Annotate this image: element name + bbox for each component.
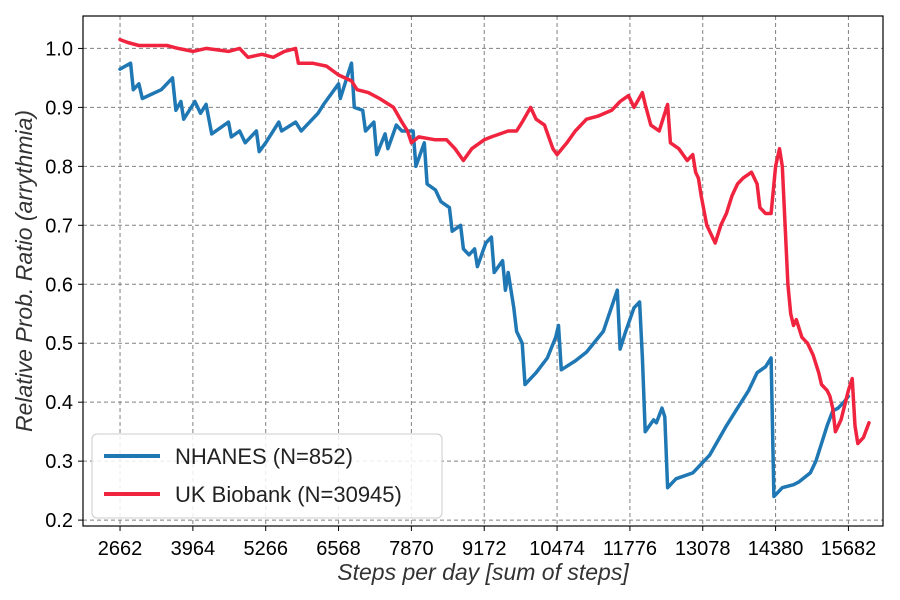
y-tick-label: 1.0 [45,38,73,60]
y-tick-label: 0.4 [45,392,73,414]
tick-labels: 2662 3964 5266 6568 7870 9172 10474 11776 13078 1… [45,38,876,560]
y-tick-label: 0.7 [45,215,73,237]
y-tick-label: 0.2 [45,510,73,532]
x-tick-label: 15682 [821,538,877,560]
x-tick-label: 3964 [171,538,216,560]
legend-label-uk-biobank: UK Biobank (N=30945) [175,482,402,507]
x-tick-label: 14380 [748,538,804,560]
y-axis-title: Relative Prob. Ratio (arrythmia) [11,110,37,432]
y-tick-label: 0.5 [45,333,73,355]
x-axis-title: Steps per day [sum of steps] [337,559,629,585]
y-tick-label: 0.8 [45,156,73,178]
y-tick-label: 0.6 [45,274,73,296]
x-tick-label: 9172 [462,538,507,560]
x-tick-label: 7870 [389,538,434,560]
x-tick-label: 5266 [243,538,288,560]
legend-box [91,433,443,519]
x-tick-label: 11776 [603,538,657,560]
legend-label-nhanes: NHANES (N=852) [175,444,353,469]
series-lines [118,37,871,499]
y-tick-label: 0.9 [45,97,73,119]
x-tick-label: 10474 [529,538,585,560]
grid [83,16,883,526]
nhanes-series-line [118,61,851,499]
legend: NHANES (N=852) UK Biobank (N=30945) [91,433,443,519]
uk-biobank-series-line [118,37,871,446]
x-tick-label: 6568 [316,538,361,560]
x-tick-label: 2662 [98,538,143,560]
plot-frame [82,15,884,527]
y-tick-label: 0.3 [45,451,73,473]
x-tick-label: 13078 [675,538,731,560]
